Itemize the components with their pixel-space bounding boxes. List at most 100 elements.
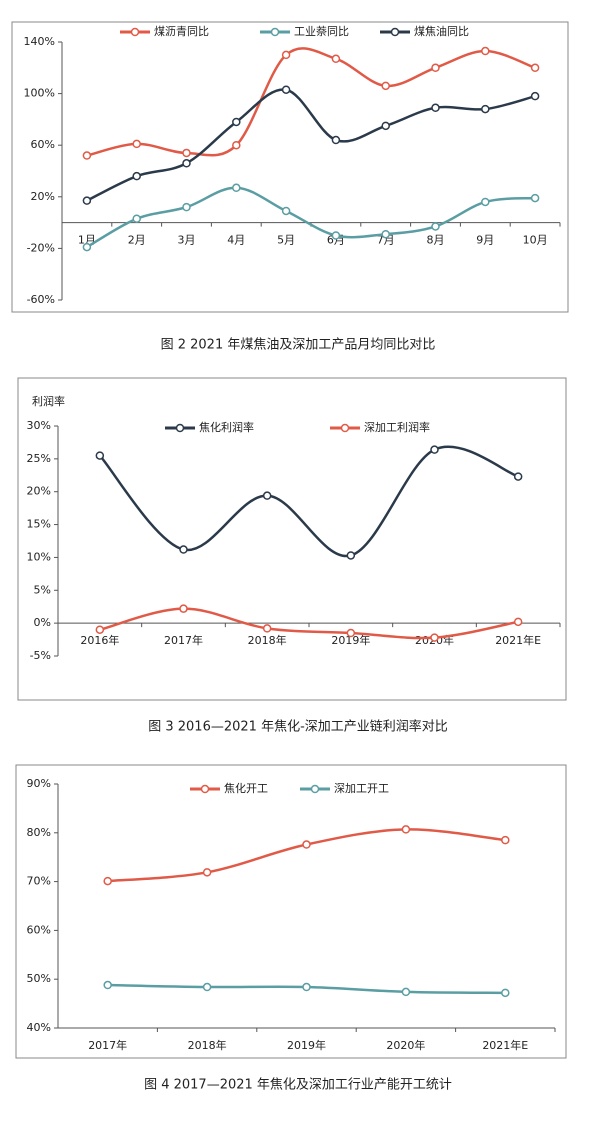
data-point bbox=[331, 135, 341, 145]
data-point bbox=[262, 624, 272, 633]
legend-marker bbox=[310, 784, 320, 794]
x-tick-label: 2018年 bbox=[188, 1038, 227, 1052]
data-point bbox=[95, 625, 105, 634]
legend-marker bbox=[175, 423, 185, 433]
data-point bbox=[281, 85, 291, 94]
data-point bbox=[95, 451, 105, 460]
y-tick-label: 0% bbox=[34, 616, 51, 629]
x-tick-label: 2月 bbox=[128, 234, 146, 247]
data-point bbox=[501, 835, 510, 845]
data-point bbox=[530, 193, 540, 203]
data-point bbox=[82, 242, 92, 252]
legend-marker bbox=[390, 27, 400, 37]
data-point bbox=[232, 117, 241, 127]
data-point bbox=[530, 91, 540, 101]
x-tick-label: 2021年E bbox=[482, 1038, 528, 1052]
data-point bbox=[179, 604, 188, 613]
data-point bbox=[431, 103, 440, 113]
x-tick-label: 10月 bbox=[523, 234, 548, 247]
y-tick-label: 80% bbox=[27, 826, 51, 839]
legend-marker bbox=[200, 784, 210, 794]
y-axis-title: 利润率 bbox=[32, 394, 65, 408]
legend-label: 深加工利润率 bbox=[364, 420, 430, 434]
y-tick-label: 10% bbox=[27, 550, 51, 563]
x-tick-label: 2021年E bbox=[495, 633, 541, 647]
legend-label: 焦化利润率 bbox=[199, 420, 254, 434]
data-point bbox=[182, 159, 191, 168]
x-tick-label: 2019年 bbox=[331, 633, 370, 647]
data-point bbox=[346, 628, 356, 638]
legend-marker bbox=[270, 27, 280, 37]
y-tick-label: 90% bbox=[27, 777, 51, 790]
x-tick-label: 7月 bbox=[377, 234, 395, 247]
chart-frame bbox=[11, 21, 569, 313]
data-point bbox=[232, 183, 241, 193]
series-line bbox=[107, 828, 506, 883]
data-point bbox=[513, 472, 523, 481]
y-tick-label: 20% bbox=[31, 190, 55, 203]
data-point bbox=[481, 104, 490, 114]
x-tick-label: 2017年 bbox=[88, 1038, 127, 1052]
data-point bbox=[346, 551, 356, 560]
data-point bbox=[103, 980, 112, 990]
data-point bbox=[481, 197, 490, 207]
data-point bbox=[179, 545, 188, 554]
data-point bbox=[431, 222, 440, 231]
figure-caption: 图 3 2016—2021 年焦化-深加工产业链利润率对比 bbox=[148, 719, 448, 735]
data-point bbox=[481, 46, 490, 56]
legend-label: 焦化开工 bbox=[224, 781, 268, 795]
series-line bbox=[99, 607, 519, 640]
data-point bbox=[202, 982, 212, 992]
data-point bbox=[182, 148, 191, 158]
series-line bbox=[86, 47, 536, 157]
data-point bbox=[381, 229, 390, 239]
legend-marker bbox=[130, 27, 140, 37]
y-tick-label: 60% bbox=[31, 138, 55, 151]
chart-frame bbox=[17, 377, 567, 701]
x-tick-label: 2020年 bbox=[386, 1038, 425, 1052]
y-tick-label: 100% bbox=[24, 87, 55, 100]
data-point bbox=[331, 54, 341, 64]
data-point bbox=[431, 63, 440, 73]
data-point bbox=[530, 63, 540, 73]
data-point bbox=[232, 140, 241, 150]
legend-label: 煤沥青同比 bbox=[154, 25, 209, 38]
data-point bbox=[262, 491, 272, 500]
data-point bbox=[82, 151, 92, 160]
y-tick-label: -60% bbox=[27, 293, 55, 306]
data-point bbox=[302, 840, 311, 849]
y-tick-label: 50% bbox=[27, 972, 51, 985]
data-point bbox=[430, 445, 439, 454]
data-point bbox=[331, 231, 341, 240]
data-point bbox=[182, 202, 191, 212]
data-point bbox=[513, 617, 523, 627]
legend-label: 煤焦油同比 bbox=[414, 24, 469, 38]
data-point bbox=[302, 982, 311, 992]
data-point bbox=[202, 868, 212, 877]
x-tick-label: 8月 bbox=[427, 234, 445, 247]
y-tick-label: 20% bbox=[27, 485, 51, 498]
series-line bbox=[86, 186, 536, 249]
x-tick-label: 2018年 bbox=[248, 633, 287, 647]
y-tick-label: -20% bbox=[27, 241, 55, 254]
y-tick-label: 5% bbox=[34, 583, 51, 596]
data-point bbox=[103, 876, 112, 886]
x-tick-label: 4月 bbox=[227, 234, 245, 247]
x-tick-label: 2019年 bbox=[287, 1038, 326, 1052]
series-line bbox=[86, 88, 536, 202]
series-line bbox=[98, 445, 519, 558]
figure-caption: 图 4 2017—2021 年焦化及深加工行业产能开工统计 bbox=[144, 1078, 452, 1093]
y-tick-label: 140% bbox=[24, 35, 55, 48]
data-point bbox=[82, 196, 92, 205]
y-tick-label: 40% bbox=[27, 1021, 51, 1034]
legend-marker bbox=[340, 423, 350, 433]
data-point bbox=[401, 825, 411, 834]
data-point bbox=[430, 633, 439, 642]
chart-frame bbox=[15, 764, 567, 1059]
x-tick-label: 5月 bbox=[277, 234, 295, 247]
x-tick-label: 9月 bbox=[476, 234, 494, 247]
figure-caption: 图 2 2021 年煤焦油及深加工产品月均同比对比 bbox=[161, 338, 436, 353]
x-tick-label: 2016年 bbox=[80, 633, 119, 647]
data-point bbox=[132, 214, 141, 223]
data-point bbox=[381, 81, 390, 91]
